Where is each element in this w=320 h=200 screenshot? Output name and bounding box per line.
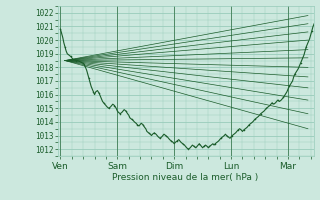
X-axis label: Pression niveau de la mer( hPa ): Pression niveau de la mer( hPa ) <box>112 173 259 182</box>
